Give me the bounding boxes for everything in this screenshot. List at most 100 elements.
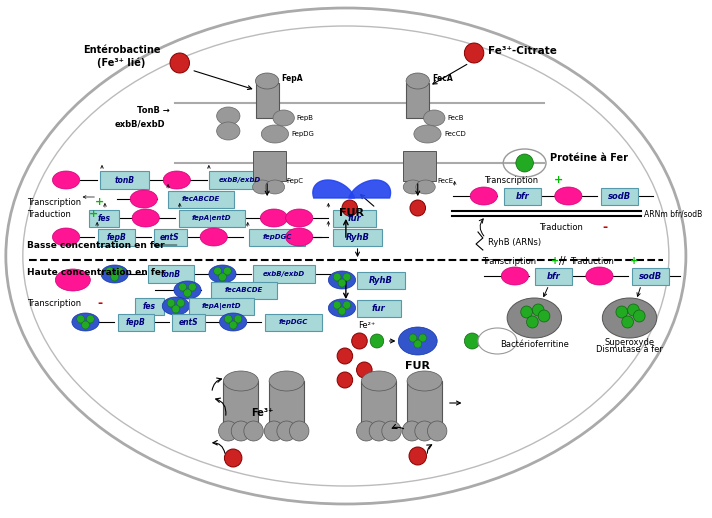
Ellipse shape [470,187,498,205]
Bar [602,188,638,205]
Ellipse shape [56,269,90,291]
Bar [98,228,135,246]
Text: RyhB (ARNs): RyhB (ARNs) [488,237,541,247]
Ellipse shape [409,334,417,342]
Ellipse shape [111,273,118,281]
Text: (Fe³⁺ lié): (Fe³⁺ lié) [98,57,146,68]
Text: FUR: FUR [339,208,365,218]
Ellipse shape [130,190,157,208]
Ellipse shape [333,273,341,281]
Text: Fe³⁺: Fe³⁺ [251,408,273,418]
Text: Basse concentration en fer: Basse concentration en fer [27,241,164,250]
Ellipse shape [209,265,236,283]
Ellipse shape [398,327,437,355]
Ellipse shape [586,267,613,285]
Ellipse shape [501,267,528,285]
Ellipse shape [352,333,367,349]
Ellipse shape [337,348,352,364]
Ellipse shape [414,125,441,143]
Bar [256,83,279,118]
Ellipse shape [214,267,221,275]
Text: bfr: bfr [547,271,560,281]
Text: ARNm bfr/sodB: ARNm bfr/sodB [644,209,702,219]
Bar [211,281,277,298]
Ellipse shape [72,313,99,331]
Bar [407,381,442,425]
Ellipse shape [337,372,352,388]
Ellipse shape [478,328,517,354]
Ellipse shape [516,154,533,172]
Text: entS: entS [179,318,198,326]
Ellipse shape [328,299,355,317]
Text: exbB/exbD: exbB/exbD [263,271,305,277]
Text: fepB: fepB [126,318,146,326]
Bar [172,313,205,330]
Bar [248,228,305,246]
Ellipse shape [269,371,304,391]
Text: TonB →: TonB → [137,106,170,114]
Ellipse shape [162,297,189,315]
Ellipse shape [622,316,634,328]
Ellipse shape [424,110,445,126]
Ellipse shape [343,301,351,309]
Text: RyhB: RyhB [369,276,393,284]
Ellipse shape [219,273,226,281]
Ellipse shape [533,304,544,316]
Ellipse shape [286,209,313,227]
Bar [154,228,187,246]
Ellipse shape [538,310,550,322]
Ellipse shape [86,315,94,323]
Ellipse shape [382,421,402,441]
Ellipse shape [343,273,351,281]
Ellipse shape [77,315,85,323]
Ellipse shape [338,279,346,287]
Ellipse shape [101,265,128,283]
Ellipse shape [602,298,656,338]
Ellipse shape [414,340,422,348]
Ellipse shape [402,421,422,441]
Bar [253,151,286,181]
Text: fes: fes [98,213,110,223]
Ellipse shape [132,209,159,227]
Bar [168,191,234,208]
Ellipse shape [200,228,227,246]
Ellipse shape [410,200,426,216]
Ellipse shape [216,122,240,140]
Text: FepA: FepA [282,74,303,82]
Text: Transcription: Transcription [27,197,81,207]
Ellipse shape [507,298,562,338]
Text: -: - [602,221,607,234]
Ellipse shape [53,171,80,189]
Ellipse shape [333,301,341,309]
Ellipse shape [106,267,114,275]
Bar [179,209,245,226]
Text: FecE: FecE [437,178,454,184]
Ellipse shape [179,283,187,291]
Text: FecB: FecB [448,115,464,121]
Ellipse shape [328,271,355,289]
Ellipse shape [229,321,237,329]
Ellipse shape [163,171,190,189]
Text: FepB: FepB [296,115,313,121]
Ellipse shape [253,180,272,194]
Ellipse shape [82,321,90,329]
Text: //: // [559,256,565,266]
Ellipse shape [115,267,123,275]
Bar [135,297,164,314]
Text: tonB: tonB [161,269,181,279]
Text: Traduction: Traduction [539,223,583,232]
Ellipse shape [415,421,434,441]
Ellipse shape [170,53,189,73]
Ellipse shape [261,209,288,227]
Text: fecABCDE: fecABCDE [182,196,220,202]
Text: Traduction: Traduction [27,209,71,219]
Text: RyhB: RyhB [345,233,370,241]
Ellipse shape [464,43,484,63]
Ellipse shape [338,307,346,315]
Text: exbB/exbD: exbB/exbD [219,177,261,183]
Bar [90,209,118,226]
Ellipse shape [406,73,429,89]
Text: +: + [554,175,563,185]
Text: fepA|entD: fepA|entD [192,214,231,222]
Text: fecABCDE: fecABCDE [225,287,263,293]
